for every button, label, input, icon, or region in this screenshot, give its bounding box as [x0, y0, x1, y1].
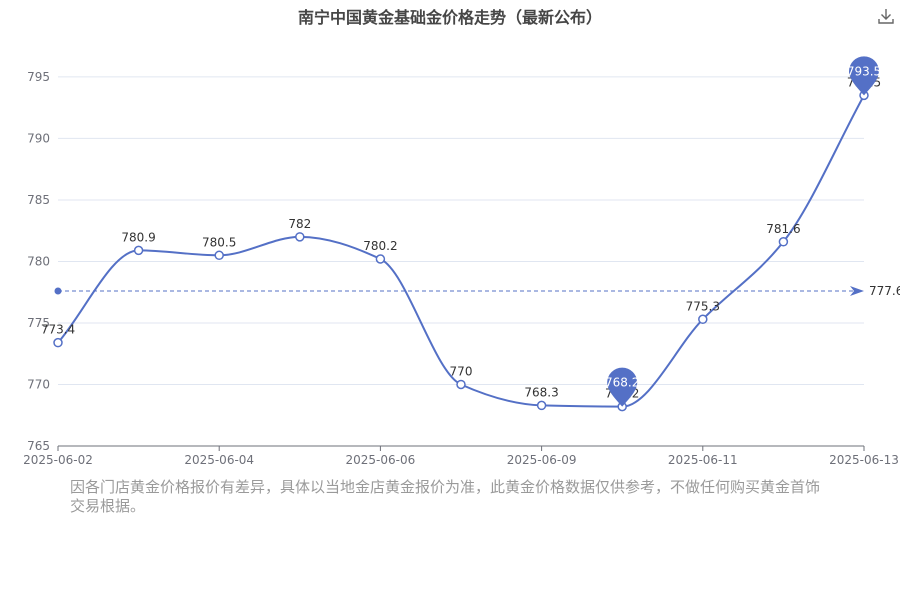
data-label: 782: [288, 217, 311, 231]
data-point: [133, 245, 144, 256]
data-label: 780.5: [202, 235, 236, 249]
axes: 765 770 775 780 785 790 795 2025-06-02 2025-06-0…: [23, 70, 899, 467]
data-point: [456, 379, 466, 390]
data-label: 775.3: [686, 299, 720, 313]
data-point: [698, 314, 708, 325]
mark-points: 768.2 793.5: [605, 56, 881, 407]
x-tick-label: 2025-06-02: [23, 453, 93, 467]
data-point: [778, 237, 789, 247]
download-icon[interactable]: [876, 6, 896, 26]
grid-lines: [58, 76, 864, 385]
x-tick-label: 2025-06-09: [507, 453, 577, 467]
y-tick-label: 775: [27, 316, 50, 330]
download-icon-graphic: [878, 9, 894, 24]
y-tick-label: 780: [27, 254, 50, 268]
data-point: [375, 254, 386, 264]
max-mark-label: 793.5: [847, 64, 881, 78]
x-tick-label: 2025-06-11: [668, 453, 738, 467]
data-label: 770: [450, 364, 473, 378]
data-point: [536, 400, 547, 411]
y-tick-label: 790: [27, 131, 50, 145]
data-label: 768.3: [524, 385, 558, 399]
y-tick-label: 785: [27, 193, 50, 207]
data-point: [295, 232, 305, 242]
chart-title: 南宁中国黄金基础金价格走势（最新公布）: [297, 8, 602, 27]
y-tick-label: 795: [27, 70, 50, 84]
data-label: 780.2: [363, 239, 397, 253]
average-line: 777.6: [54, 284, 900, 298]
x-tick-label: 2025-06-13: [829, 453, 899, 467]
data-label: 780.9: [121, 230, 155, 244]
data-point: [53, 337, 63, 348]
series-path: [57, 94, 865, 408]
max-mark-pin: [849, 56, 879, 96]
x-tick-label: 2025-06-06: [346, 453, 416, 467]
min-mark-label: 768.2: [605, 376, 639, 390]
data-point: [214, 250, 224, 261]
disclaimer-note: 因各门店黄金价格报价有差异，具体以当地金店黄金报价为准，此黄金价格数据仅供参考，…: [70, 478, 821, 515]
data-label: 781.6: [766, 222, 800, 236]
data-label: 773.4: [41, 323, 75, 337]
x-tick-label: 2025-06-04: [184, 453, 254, 467]
min-mark-pin: [607, 367, 638, 407]
average-line-arrow: [850, 285, 864, 296]
average-line-label: 777.6: [869, 284, 900, 298]
series-line: 773.4 780.9 780.5 782 780.2 770 768.3 768.2 775.…: [41, 75, 881, 412]
y-tick-label: 765: [27, 439, 50, 453]
y-tick-label: 770: [27, 377, 50, 391]
